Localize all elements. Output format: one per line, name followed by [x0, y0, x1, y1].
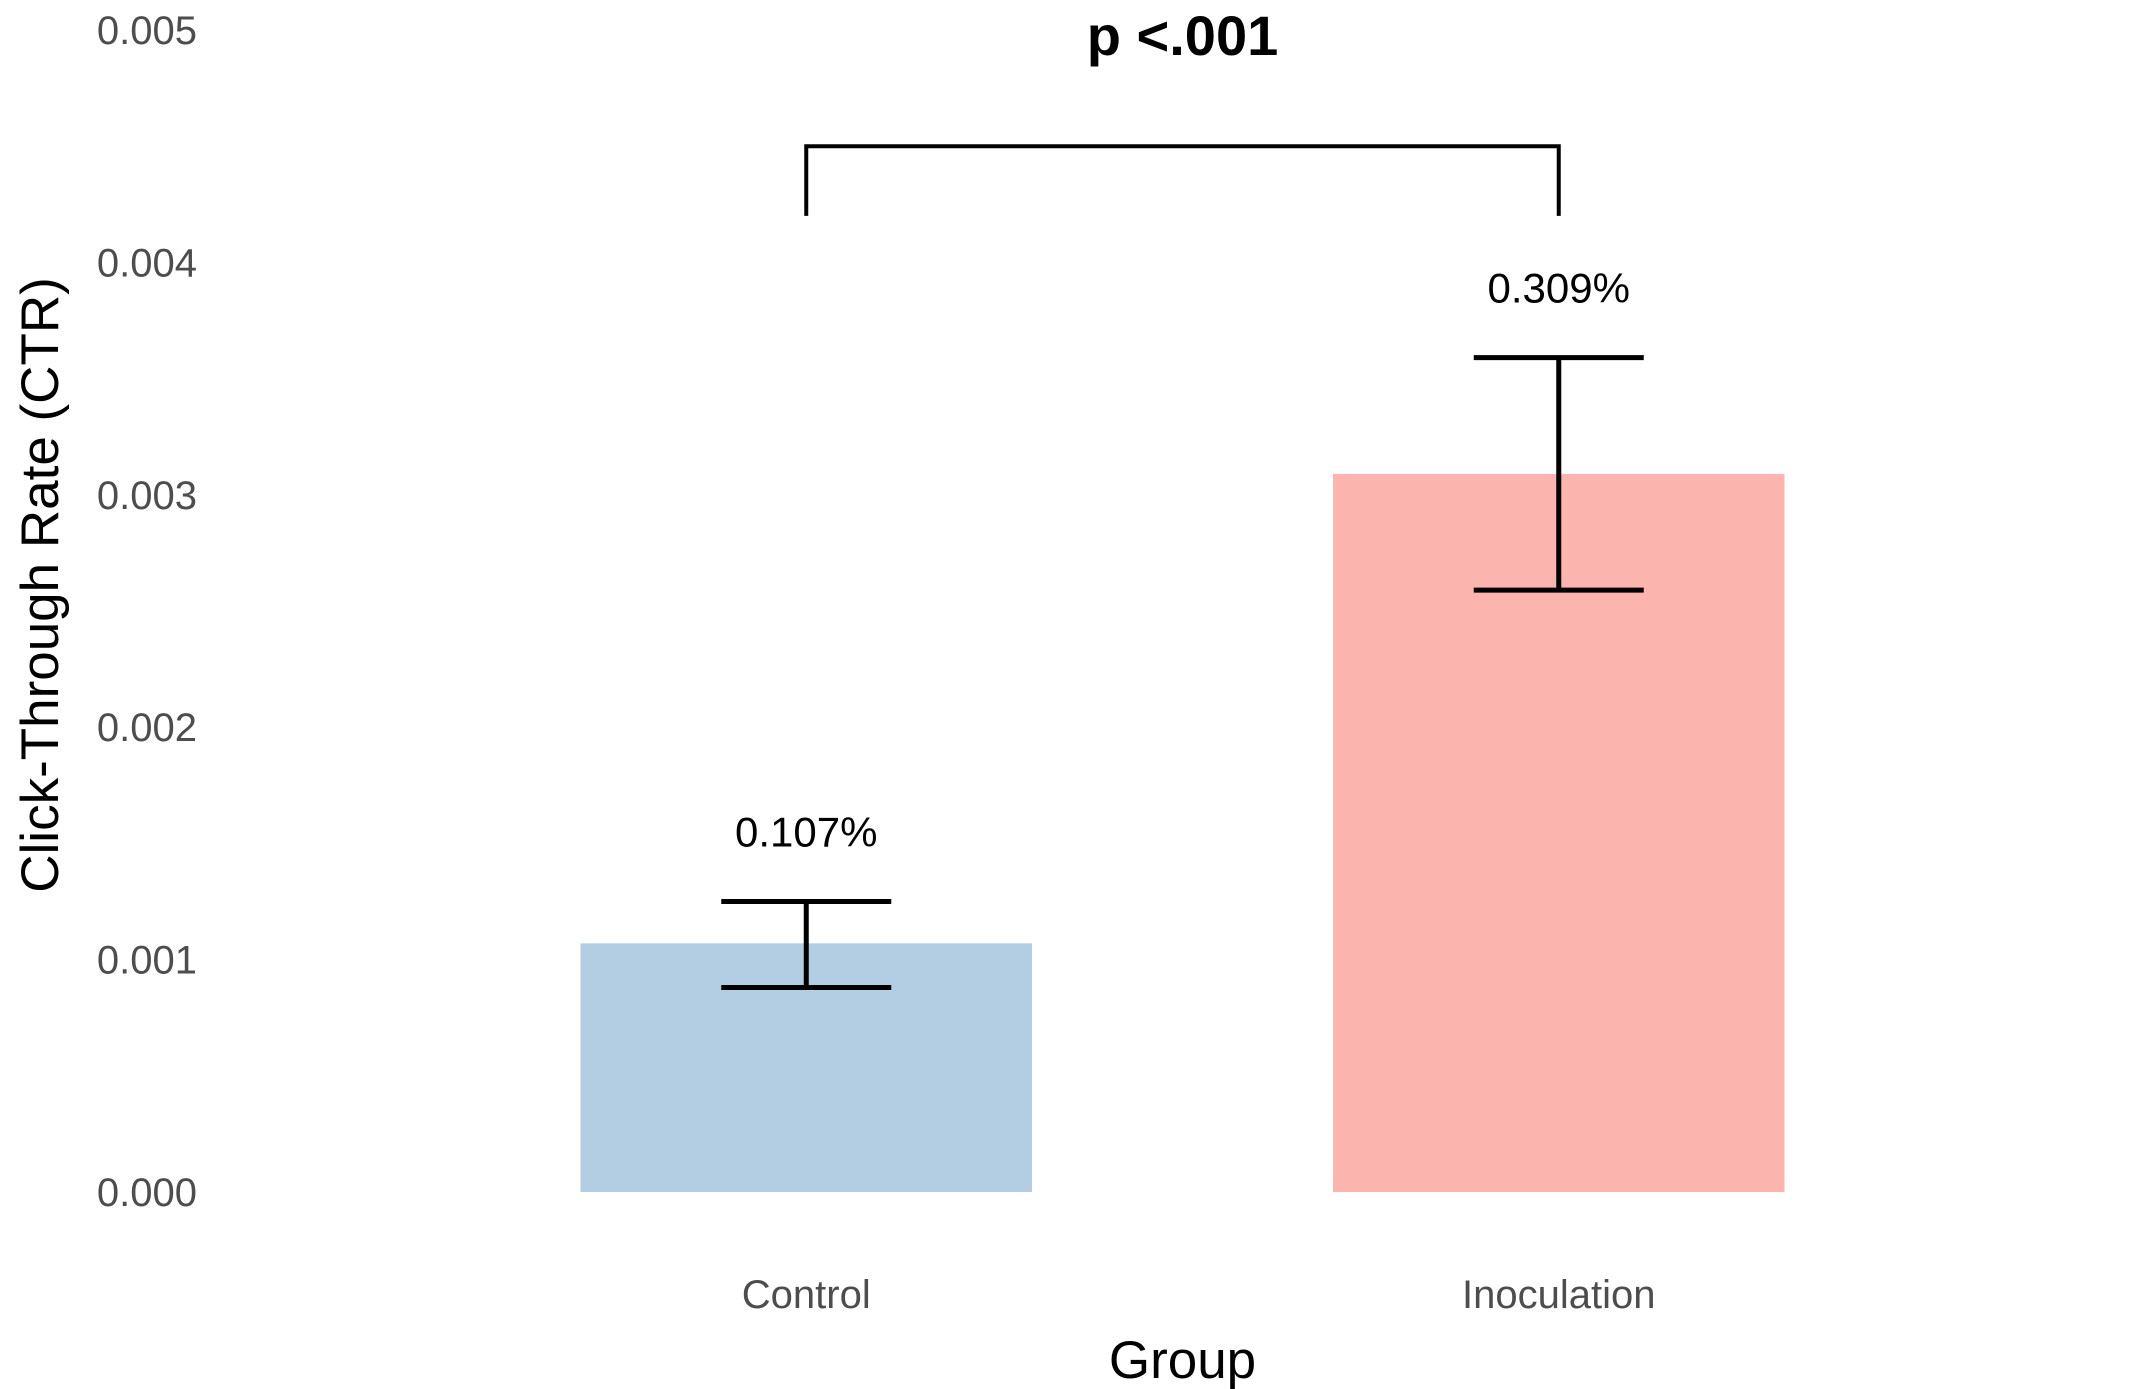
x-tick-label: Control: [742, 1273, 871, 1317]
y-axis-ticks: 0.000 0.001 0.002 0.003 0.004 0.005: [97, 9, 197, 1215]
significance-bracket: [804, 144, 1561, 216]
bar-inoculation: [1333, 473, 1785, 1192]
x-axis-ticks: Control Inoculation: [742, 1273, 1656, 1317]
y-tick-label: 0.001: [97, 939, 197, 983]
significance-label: p <.001: [1087, 4, 1278, 67]
y-tick-label: 0.003: [97, 474, 197, 518]
data-labels: 0.107% 0.309%: [735, 265, 1630, 856]
y-tick-label: 0.004: [97, 241, 197, 285]
y-axis-title: Click-Through Rate (CTR): [11, 277, 70, 893]
error-bars: [721, 355, 1644, 990]
x-axis-title: Group: [1109, 1331, 1256, 1389]
y-tick-label: 0.000: [97, 1171, 197, 1215]
error-bar-inoculation: [1473, 355, 1644, 593]
data-label-control: 0.107%: [735, 809, 877, 856]
data-label-inoculation: 0.309%: [1488, 265, 1630, 312]
significance-annotation: p <.001: [804, 4, 1561, 216]
y-tick-label: 0.005: [97, 9, 197, 53]
x-tick-label: Inoculation: [1462, 1273, 1655, 1317]
y-tick-label: 0.002: [97, 706, 197, 750]
error-bar-control: [721, 899, 892, 990]
